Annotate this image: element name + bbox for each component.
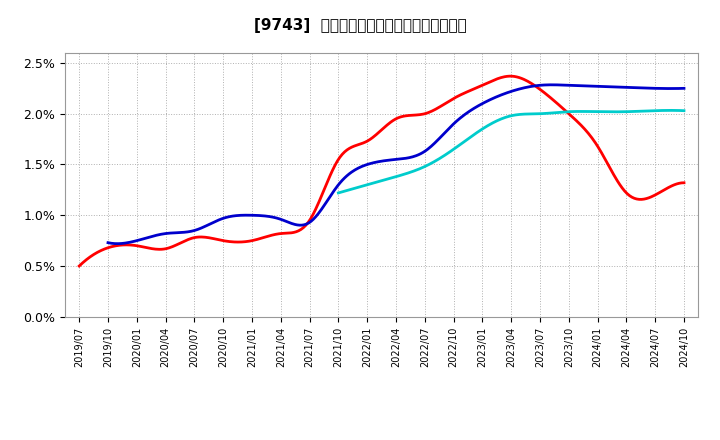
5年 <box>668 86 677 91</box>
5年 <box>416 151 425 156</box>
3年 <box>680 180 688 185</box>
3年 <box>75 264 84 269</box>
Text: [9743]  経常利益マージンの標準偏差の推移: [9743] 経常利益マージンの標準偏差の推移 <box>253 18 467 33</box>
5年 <box>382 158 390 163</box>
7年 <box>680 108 688 114</box>
Line: 5年: 5年 <box>108 85 684 244</box>
3年 <box>362 139 371 144</box>
7年 <box>500 115 509 120</box>
7年 <box>334 190 343 195</box>
5年 <box>448 123 456 128</box>
5年 <box>548 82 557 88</box>
5年 <box>113 241 122 246</box>
5年 <box>680 86 688 91</box>
Legend: 3年, 5年, 7年, 10年: 3年, 5年, 7年, 10年 <box>243 434 520 440</box>
7年 <box>667 108 675 113</box>
3年 <box>666 184 675 189</box>
Line: 3年: 3年 <box>79 76 684 266</box>
7年 <box>672 108 680 113</box>
5年 <box>578 83 587 88</box>
5年 <box>104 240 112 246</box>
3年 <box>506 73 515 79</box>
7年 <box>617 109 626 114</box>
7年 <box>540 111 549 116</box>
3年 <box>572 118 580 123</box>
5年 <box>379 158 387 164</box>
Line: 7年: 7年 <box>338 110 684 193</box>
3年 <box>366 137 374 142</box>
7年 <box>521 111 530 117</box>
3年 <box>435 105 444 110</box>
3年 <box>402 113 411 118</box>
7年 <box>498 116 507 121</box>
